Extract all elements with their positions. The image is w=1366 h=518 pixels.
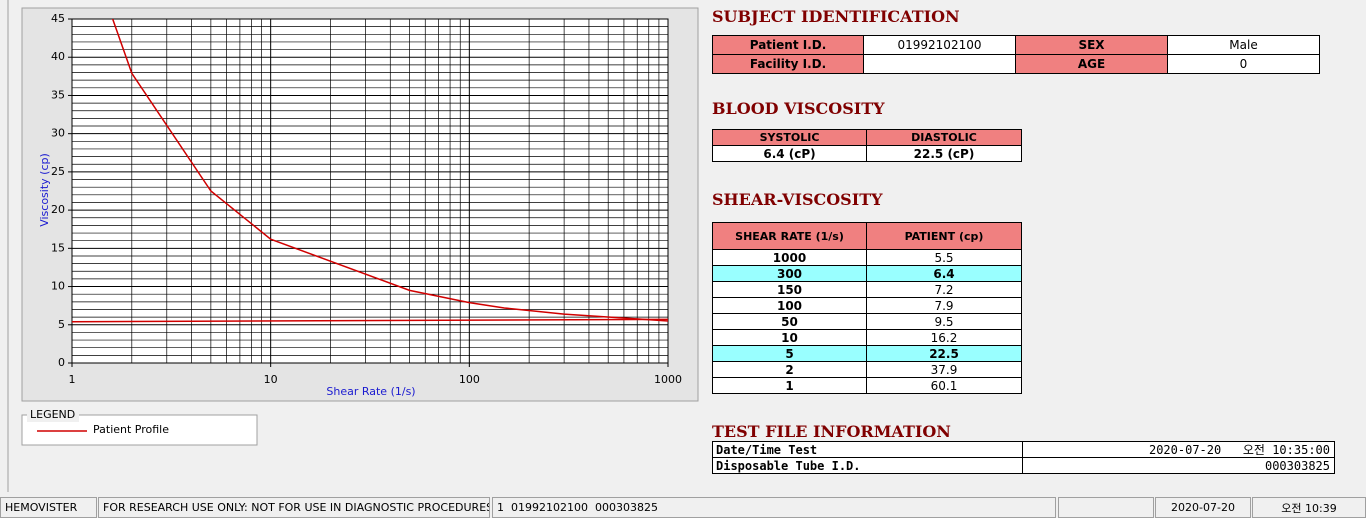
field-label: AGE [1015,54,1168,74]
field-value: 22.5 (cP) [866,145,1022,162]
legend-title-bg [27,408,79,422]
section-title: BLOOD VISCOSITY [712,99,885,118]
shear-rate-cell: 50 [712,313,867,330]
field-label: Date/Time Test [712,441,1023,458]
viscosity-cell: 16.2 [866,329,1022,346]
plot-area [72,19,668,363]
y-tick-label: 35 [51,88,65,101]
section-title: SUBJECT IDENTIFICATION [712,7,960,26]
x-tick-label: 1 [69,373,76,386]
y-tick-label: 15 [51,241,65,254]
viscosity-cell: 7.9 [866,297,1022,314]
viscosity-cell: 5.5 [866,249,1022,266]
viscosity-cell: 60.1 [866,377,1022,394]
status-cell: HEMOVISTER [0,497,97,518]
shear-rate-cell: 2 [712,361,867,378]
series-line [111,19,668,322]
shear-rate-cell: 5 [712,345,867,362]
legend-entry: Patient Profile [37,423,169,436]
status-cell: FOR RESEARCH USE ONLY: NOT FOR USE IN DI… [98,497,490,518]
field-value [863,54,1016,74]
x-tick-label: 100 [459,373,480,386]
viscosity-cell: 9.5 [866,313,1022,330]
viscosity-cell: 7.2 [866,281,1022,298]
field-value: 2020-07-20 오전 10:35:00 [1022,441,1335,458]
y-tick-label: 25 [51,165,65,178]
x-axis-label: Shear Rate (1/s) [326,385,415,398]
field-value: Male [1167,35,1320,55]
y-tick-label: 5 [58,318,65,331]
field-value: 000303825 [1022,457,1335,474]
shear-rate-cell: 300 [712,265,867,282]
shear-rate-cell: 1 [712,377,867,394]
viscosity-cell: 37.9 [866,361,1022,378]
status-cell: 1 01992102100 000303825 [492,497,1056,518]
shear-rate-cell: 1000 [712,249,867,266]
series-line [72,318,668,323]
legend-title: LEGEND [30,408,75,421]
field-label: Facility I.D. [712,54,864,74]
shear-rate-cell: 100 [712,297,867,314]
status-cell: 오전 10:39 [1252,497,1366,518]
chart: Shear Rate (1/s) Viscosity (cp) LEGEND P… [7,0,699,492]
field-label: Disposable Tube I.D. [712,457,1023,474]
field-value: 01992102100 [863,35,1016,55]
y-tick-label: 0 [58,356,65,369]
field-label: SEX [1015,35,1168,55]
viscosity-cell: 22.5 [866,345,1022,362]
x-tick-label: 10 [264,373,278,386]
y-tick-label: 10 [51,280,65,293]
y-axis-label: Viscosity (cp) [38,153,51,227]
status-cell: 2020-07-20 [1155,497,1251,518]
plot-frame [71,18,669,364]
viscosity-cell: 6.4 [866,265,1022,282]
y-tick-label: 45 [51,12,65,25]
field-value: 6.4 (cP) [712,145,867,162]
y-tick-label: 40 [51,50,65,63]
section-title: SHEAR-VISCOSITY [712,190,883,209]
y-tick-label: 30 [51,127,65,140]
field-label: Patient I.D. [712,35,864,55]
y-tick-label: 20 [51,203,65,216]
column-header: SYSTOLIC [712,129,867,146]
column-header: SHEAR RATE (1/s) [712,222,867,250]
x-tick-label: 1000 [654,373,682,386]
status-cell-empty [1058,497,1154,518]
shear-rate-cell: 150 [712,281,867,298]
section-title: TEST FILE INFORMATION [712,422,951,441]
field-value: 0 [1167,54,1320,74]
column-header: PATIENT (cp) [866,222,1022,250]
shear-rate-cell: 10 [712,329,867,346]
column-header: DIASTOLIC [866,129,1022,146]
legend-label: Patient Profile [93,423,169,436]
